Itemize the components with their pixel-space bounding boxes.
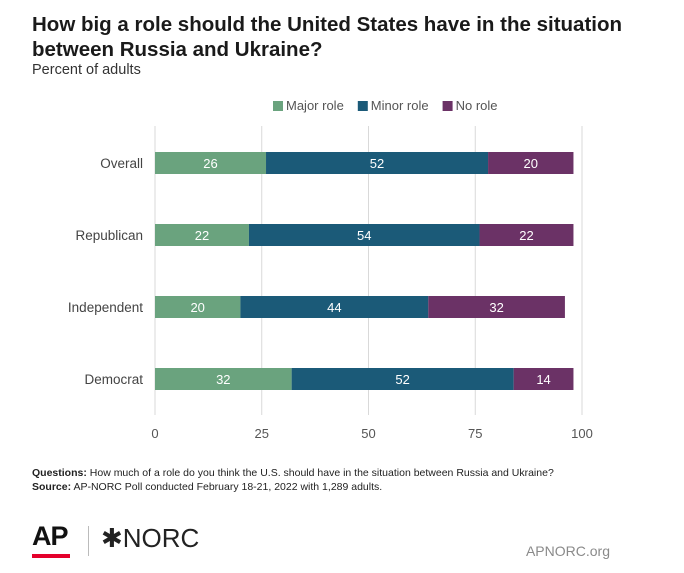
category-label: Republican — [75, 228, 143, 243]
data-label: 22 — [195, 228, 209, 243]
bar-segment — [155, 152, 267, 174]
source-label: Source: — [32, 481, 72, 493]
data-label: 32 — [216, 372, 230, 387]
chart-notes: Questions: How much of a role do you thi… — [32, 466, 662, 494]
bar-segment — [240, 296, 429, 318]
bar-segment — [291, 368, 514, 390]
data-label: 32 — [489, 300, 503, 315]
category-label: Independent — [68, 300, 143, 315]
legend-swatch — [442, 101, 453, 111]
category-label: Overall — [100, 156, 143, 171]
category-label: Democrat — [84, 372, 143, 387]
logo-divider — [88, 526, 89, 556]
x-tick-label: 75 — [468, 426, 482, 441]
chart-title: How big a role should the United States … — [32, 13, 623, 61]
ap-logo: AP — [32, 521, 69, 551]
chart-subtitle: Percent of adults — [32, 62, 141, 78]
questions-note: Questions: How much of a role do you thi… — [32, 466, 662, 480]
legend-swatch — [273, 101, 283, 111]
data-label: 52 — [370, 156, 384, 171]
data-label: 54 — [357, 228, 371, 243]
data-label: 14 — [536, 372, 550, 387]
bar-segment — [248, 224, 480, 246]
data-label: 20 — [190, 300, 204, 315]
source-note: Source: AP-NORC Poll conducted February … — [32, 480, 662, 494]
bar-segment — [513, 368, 574, 390]
norc-logo: ✱NORC — [101, 523, 200, 553]
x-tick-label: 0 — [151, 426, 158, 441]
legend-label: Major role — [286, 98, 344, 113]
x-tick-label: 100 — [571, 426, 593, 441]
data-label: 44 — [327, 300, 341, 315]
bar-segment — [155, 296, 241, 318]
bar-segment — [428, 296, 565, 318]
bar-segment — [266, 152, 489, 174]
legend-swatch — [357, 101, 368, 111]
site-url: APNORC.org — [525, 543, 610, 559]
questions-label: Questions: — [32, 467, 87, 479]
ap-logo-underline — [32, 554, 70, 558]
bar-segment — [155, 224, 249, 246]
legend-label: Minor role — [371, 98, 429, 113]
bar-segment — [155, 368, 292, 390]
source-text: AP-NORC Poll conducted February 18-21, 2… — [73, 481, 383, 493]
data-label: 20 — [524, 156, 538, 171]
x-tick-label: 25 — [255, 426, 269, 441]
bar-segment — [488, 152, 574, 174]
x-tick-label: 50 — [361, 426, 375, 441]
bar-segment — [479, 224, 574, 246]
questions-text: How much of a role do you think the U.S.… — [89, 467, 554, 479]
data-label: 26 — [203, 156, 217, 171]
data-label: 52 — [395, 372, 409, 387]
data-label: 22 — [519, 228, 533, 243]
stacked-bar-chart: 0 25 50 75 100 Major role Minor role No role Ove… — [68, 98, 593, 441]
legend-label: No role — [456, 98, 498, 113]
